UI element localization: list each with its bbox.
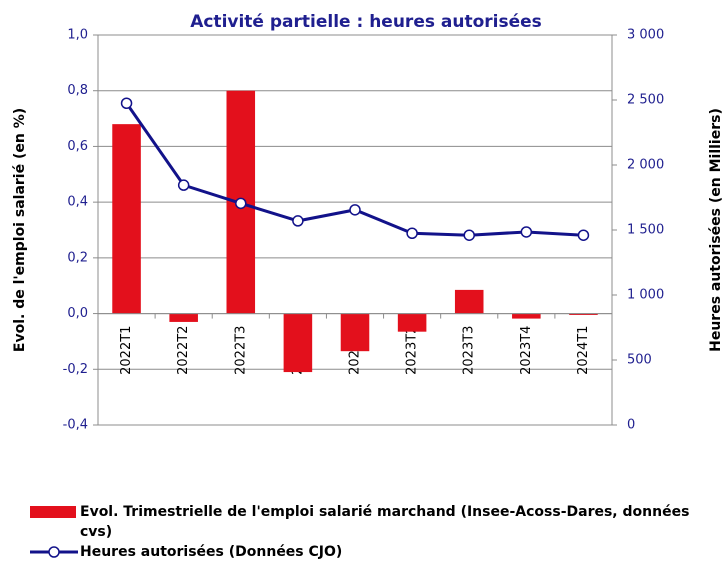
chart-title: Activité partielle : heures autorisées (190, 12, 542, 32)
bar (454, 289, 484, 314)
y-tick-label: 0,4 (67, 195, 88, 210)
x-tick-label: 2023T3 (462, 326, 477, 375)
line-marker (120, 97, 133, 109)
line-marker (177, 179, 190, 191)
line-marker (577, 229, 590, 241)
bar (169, 313, 198, 322)
legend-swatch (30, 506, 76, 518)
y-tick-label: 0,8 (67, 83, 88, 98)
y-tick-label: 0,0 (67, 306, 88, 321)
line-marker (292, 215, 304, 227)
bar (397, 313, 427, 332)
line-marker (406, 227, 418, 239)
y-axis-title: Evol. de l'emploi salarié (en %) (12, 108, 28, 352)
y2-tick-label: 2 000 (627, 158, 664, 173)
y-tick-label: 0,6 (67, 139, 88, 154)
x-tick-label: 2022T1 (119, 326, 134, 375)
y-tick-label: 1,0 (67, 28, 88, 43)
x-tick-label: 2023T2 (405, 326, 420, 375)
line-marker (235, 197, 247, 210)
y2-tick-label: 1 500 (627, 223, 664, 238)
y2-tick-label: 2 500 (627, 93, 664, 108)
y2-axis-title: Heures autorisées (en Milliers) (708, 108, 724, 352)
y2-tick-label: 1 000 (627, 288, 664, 303)
y-tick-label: 0,2 (67, 250, 88, 265)
legend-label: Heures autorisées (Données CJO) (80, 544, 343, 560)
y-tick-label: -0,2 (63, 362, 88, 377)
legend-label: Evol. Trimestrielle de l'emploi salarié … (80, 504, 690, 540)
bar (112, 124, 141, 314)
y2-tick-label: 0 (627, 418, 635, 433)
line-marker (349, 204, 361, 216)
y2-tick-label: 3 000 (627, 28, 664, 43)
bar (512, 313, 541, 319)
line-marker (463, 229, 475, 241)
legend-swatch (48, 546, 60, 558)
y-tick-label: -0,4 (63, 418, 88, 433)
line-marker (520, 226, 533, 238)
x-tick-label: 2022T3 (233, 326, 248, 375)
x-tick-label: 2023T4 (519, 326, 534, 375)
bar (340, 313, 370, 352)
y2-tick-label: 500 (627, 353, 652, 368)
bar (569, 313, 598, 315)
bar (283, 313, 313, 373)
x-tick-label: 2022T2 (176, 326, 191, 375)
x-tick-label: 2024T1 (576, 326, 591, 375)
